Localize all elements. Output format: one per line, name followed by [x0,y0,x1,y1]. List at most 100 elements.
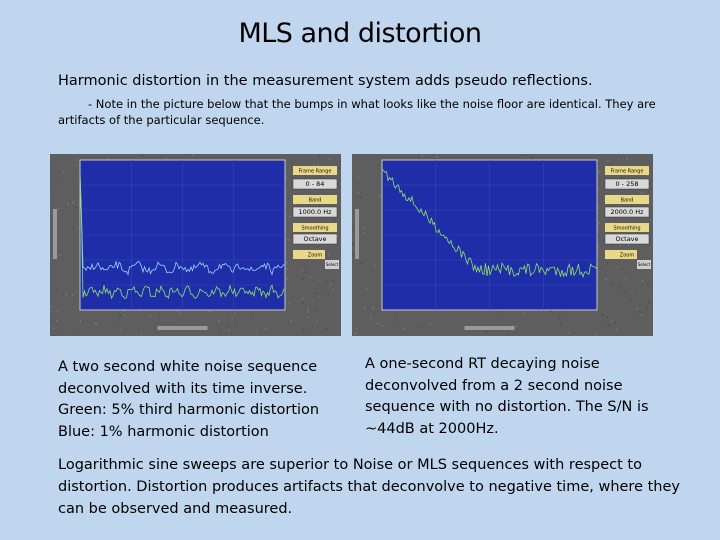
texture [307,307,309,310]
caption: A one-second RT decaying noise deconvolve… [365,354,649,440]
texture [185,154,188,156]
texture [641,280,643,282]
texture [631,289,633,292]
texture [606,316,609,319]
texture [598,199,601,201]
texture [141,154,144,157]
texture [301,302,304,304]
texture [646,174,649,176]
texture [651,188,653,191]
texture [381,325,383,327]
texture [617,158,620,161]
texture [360,262,363,265]
texture [255,332,258,335]
texture [284,176,287,178]
control-box [292,206,338,218]
texture [563,311,565,313]
caption-line: sequence with no distortion. The S/N is [365,399,649,415]
control-label: Zoom [620,253,635,259]
texture [378,195,381,197]
texture [376,322,379,325]
control-value: 0 - 84 [306,180,325,188]
control-value: Octave [303,235,326,243]
texture [67,203,69,206]
texture [601,267,604,270]
texture [374,265,376,267]
caption-line: Blue: 1% harmonic distortion [58,423,269,440]
texture [50,266,52,268]
texture [94,322,96,324]
x-axis-label [464,326,515,330]
texture [629,298,632,301]
texture [303,328,305,330]
texture [53,334,55,336]
texture [352,225,355,228]
texture [59,254,62,256]
control-label: Frame Range [298,169,331,175]
control-label: Frame Range [610,169,643,175]
texture [50,306,52,308]
texture [316,164,319,166]
texture [304,271,307,273]
texture [522,313,525,315]
texture [308,275,311,278]
texture [360,196,362,199]
texture [611,320,613,322]
texture [640,314,643,316]
texture [624,290,626,293]
select-label: Select [326,262,339,267]
texture [119,314,121,317]
texture [65,206,67,208]
note-text: - Note in the picture below that the bum… [58,97,656,127]
texture [636,308,639,310]
caption-line: deconvolved from a 2 second noise [365,377,623,394]
texture [605,278,607,281]
caption-line: A two second white noise sequence [58,359,318,375]
texture [615,328,618,331]
texture [333,288,335,291]
texture [119,328,121,331]
texture [72,201,74,204]
texture [61,332,63,335]
texture [55,320,58,322]
texture [646,307,648,310]
texture [209,310,211,313]
texture [71,294,74,297]
texture [235,321,237,324]
texture [286,278,288,280]
texture [301,269,303,272]
select-button [637,260,651,269]
texture [60,178,63,181]
select-label: Select [638,262,651,267]
texture [352,243,354,245]
texture [435,156,438,158]
texture [53,327,55,329]
texture [606,262,609,264]
control-label: Smoothing [613,226,640,232]
texture [80,320,82,323]
trace [79,169,285,276]
control-header [605,250,637,259]
texture [294,174,297,176]
texture [647,190,650,193]
texture [316,319,318,322]
control-box [292,233,338,245]
select-button [325,260,339,269]
slide-title: MLS and distortion [238,18,482,49]
texture [117,318,120,321]
trace [79,174,285,300]
texture [288,301,291,304]
texture [395,319,398,321]
texture [339,252,341,255]
texture [638,311,641,313]
texture [354,332,357,334]
texture [625,277,627,280]
texture [597,235,600,237]
texture [82,321,84,323]
texture [65,294,67,296]
texture [417,325,420,328]
texture [264,327,267,330]
texture [646,221,649,224]
texture [122,310,124,312]
texture [608,188,611,191]
